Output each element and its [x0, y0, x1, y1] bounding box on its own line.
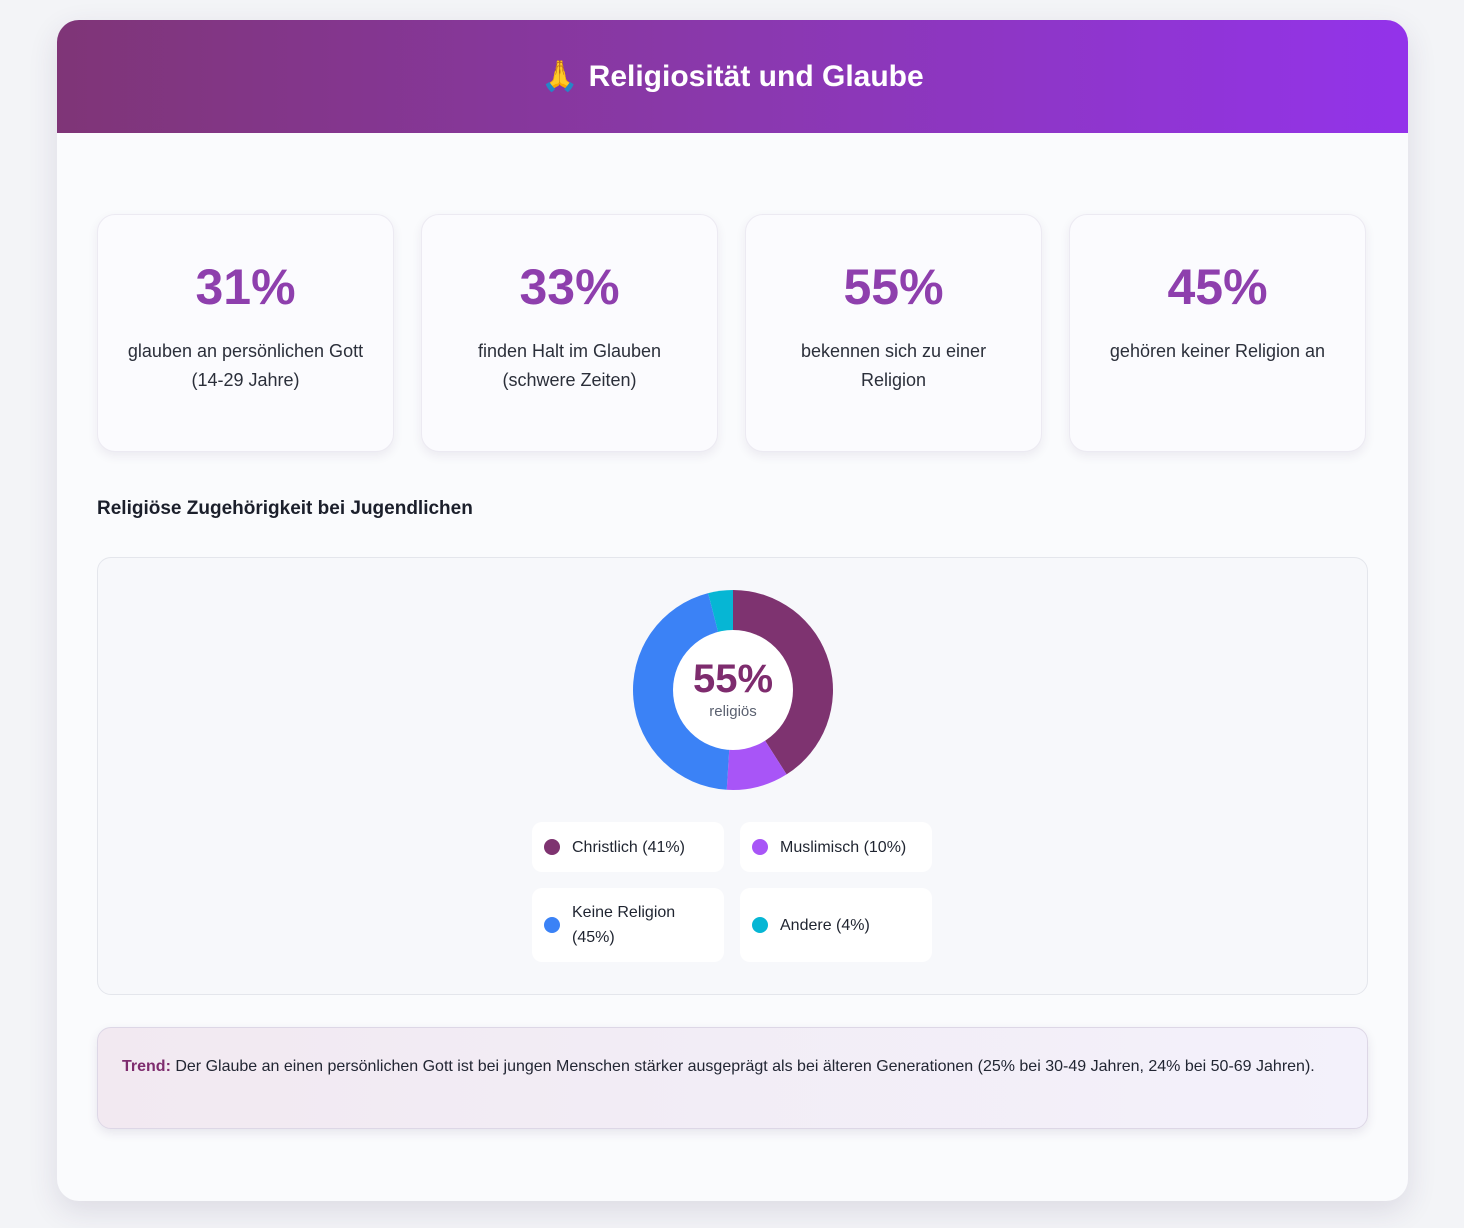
- donut-chart: 55% religiös: [632, 590, 834, 790]
- donut-center-label: religiös: [709, 703, 757, 720]
- legend-label: Muslimisch (10%): [780, 838, 907, 856]
- stat-label: bekennen sich zu einer Religion: [800, 341, 987, 390]
- legend-label: Andere (4%): [780, 916, 870, 934]
- legend-label: Keine Religion (45%): [572, 904, 676, 946]
- stat-label: glauben an persönlichen Gott (14-29 Jahr…: [127, 341, 364, 390]
- stat-value: 55%: [843, 259, 944, 315]
- donut-hole: [673, 630, 793, 750]
- stat-card-no-religion: 45% gehören keiner Religion an: [1069, 214, 1366, 452]
- praying-hands-icon: 🙏: [541, 60, 579, 93]
- legend-swatch: [544, 839, 560, 855]
- stat-card-religious: 55% bekennen sich zu einer Religion: [745, 214, 1042, 452]
- trend-label: Trend:: [122, 1058, 171, 1075]
- legend-item-muslimisch: Muslimisch (10%): [740, 822, 932, 872]
- section-title: Religiöse Zugehörigkeit bei Jugendlichen: [97, 498, 473, 519]
- page-title: Religiosität und Glaube: [588, 59, 924, 93]
- stat-card-support-in-faith: 33% finden Halt im Glauben (schwere Zeit…: [421, 214, 718, 452]
- header: 🙏 Religiosität und Glaube: [57, 20, 1408, 133]
- stat-value: 33%: [519, 259, 620, 315]
- stat-value: 31%: [195, 259, 296, 315]
- legend-item-andere: Andere (4%): [740, 888, 932, 962]
- trend-note: Trend: Der Glaube an einen persönlichen …: [97, 1027, 1368, 1129]
- legend-swatch: [752, 917, 768, 933]
- legend-swatch: [544, 917, 560, 933]
- legend-item-christlich: Christlich (41%): [532, 822, 724, 872]
- stat-value: 45%: [1167, 259, 1268, 315]
- legend-swatch: [752, 839, 768, 855]
- chart-container: 55% religiös Christlich (41%) Muslimisch…: [97, 557, 1368, 995]
- donut-center-value: 55%: [693, 657, 773, 701]
- main-card: 🙏 Religiosität und Glaube 31% glauben an…: [57, 20, 1408, 1201]
- stats-row: 31% glauben an persönlichen Gott (14-29 …: [97, 214, 1368, 454]
- legend-label: Christlich (41%): [572, 838, 685, 856]
- stat-label: finden Halt im Glauben (schwere Zeiten): [477, 341, 662, 390]
- stat-card-personal-god: 31% glauben an persönlichen Gott (14-29 …: [97, 214, 394, 452]
- stat-label: gehören keiner Religion an: [1109, 341, 1326, 361]
- trend-text: Der Glaube an einen persönlichen Gott is…: [170, 1058, 1315, 1075]
- legend-item-keine-religion: Keine Religion (45%): [532, 888, 724, 962]
